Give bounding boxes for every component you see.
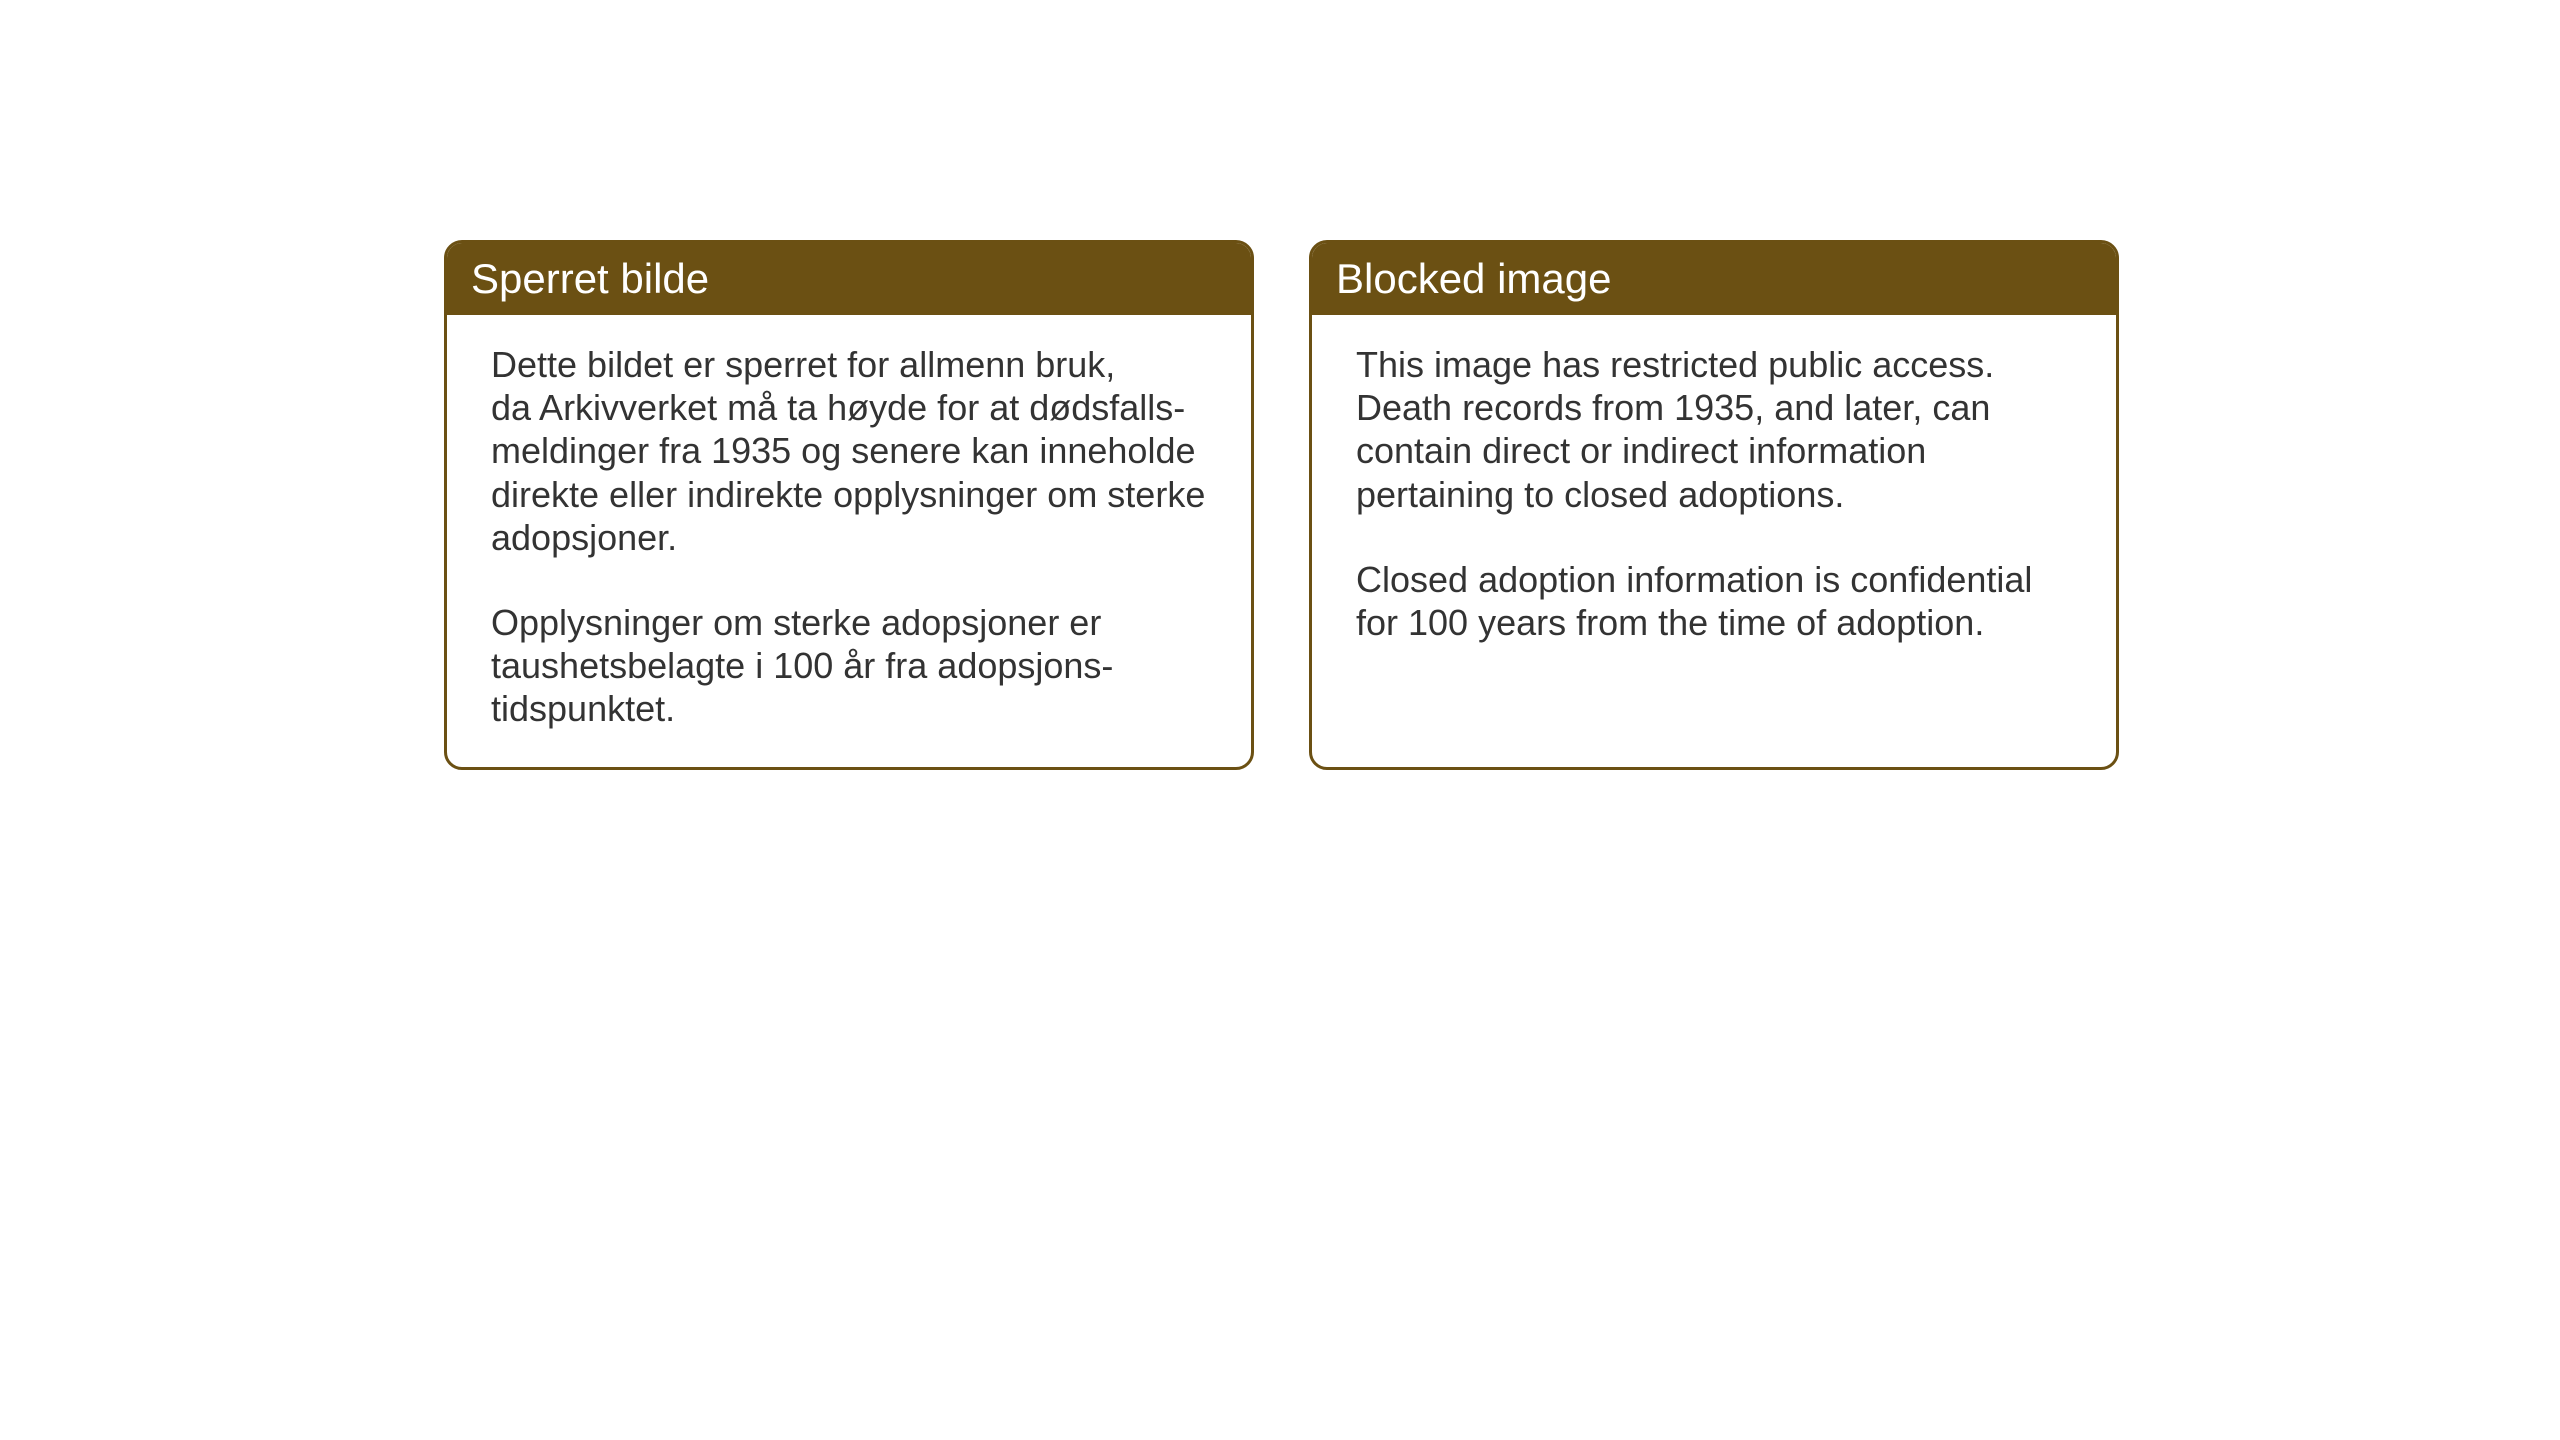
card-title-norwegian: Sperret bilde [471,255,709,302]
para2-norwegian: Opplysninger om sterke adopsjoner er tau… [491,601,1207,731]
cards-container: Sperret bilde Dette bildet er sperret fo… [444,240,2119,770]
card-norwegian: Sperret bilde Dette bildet er sperret fo… [444,240,1254,770]
card-body-norwegian: Dette bildet er sperret for allmenn bruk… [447,315,1251,767]
para2-english: Closed adoption information is confident… [1356,558,2072,644]
para1-english: This image has restricted public access.… [1356,343,2072,516]
card-body-english: This image has restricted public access.… [1312,315,2116,680]
para1-norwegian: Dette bildet er sperret for allmenn bruk… [491,343,1207,559]
card-english: Blocked image This image has restricted … [1309,240,2119,770]
card-title-english: Blocked image [1336,255,1611,302]
card-header-english: Blocked image [1312,243,2116,315]
card-header-norwegian: Sperret bilde [447,243,1251,315]
